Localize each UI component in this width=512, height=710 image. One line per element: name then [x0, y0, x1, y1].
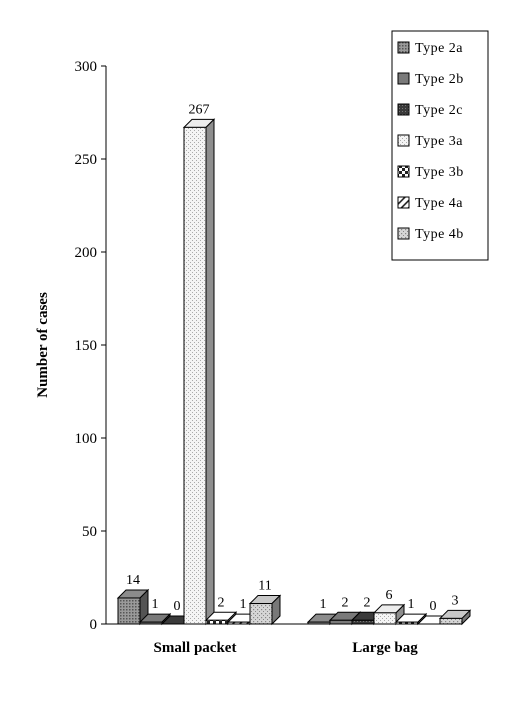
bar-front	[139, 621, 163, 625]
legend-label: Type 3a	[415, 134, 463, 149]
bar-front	[395, 621, 419, 625]
y-tick-label: 50	[82, 524, 97, 540]
y-tick-label: 300	[75, 59, 98, 75]
legend-label: Type 4b	[415, 227, 464, 242]
legend-label: Type 3b	[415, 165, 464, 180]
data-label: 1	[240, 597, 247, 612]
y-axis-label: Number of cases	[35, 292, 51, 398]
y-tick-label: 150	[75, 338, 98, 354]
x-category-label: Small packet	[154, 640, 237, 656]
y-tick-label: 250	[75, 152, 98, 168]
legend-swatch	[397, 196, 410, 209]
y-tick-label: 100	[75, 431, 98, 447]
bar-front	[227, 621, 251, 625]
data-label: 6	[386, 588, 393, 603]
legend-label: Type 2b	[415, 72, 464, 87]
data-label: 0	[174, 599, 181, 614]
data-label: 14	[126, 573, 140, 588]
bar-front	[117, 597, 141, 625]
x-axis-categories: Small packet Large bag	[154, 640, 419, 656]
bar-side	[205, 118, 215, 626]
bar-front	[329, 619, 353, 625]
legend-label: Type 4a	[415, 196, 463, 211]
data-label: 2	[218, 595, 225, 610]
bar-front	[373, 612, 397, 625]
y-tick-label: 0	[90, 617, 98, 633]
legend-label: Type 2a	[415, 41, 463, 56]
legend-swatch	[397, 227, 410, 240]
data-label: 267	[189, 102, 210, 117]
data-label: 3	[452, 593, 459, 608]
legend-swatch	[397, 165, 410, 178]
bar	[248, 594, 282, 626]
legend-swatch	[397, 72, 410, 85]
data-label: 1	[408, 597, 415, 612]
bars	[116, 118, 472, 626]
legend-swatch	[397, 103, 410, 116]
bar-front	[351, 619, 375, 625]
y-axis-ticks: 0 50 100 150 200 250 300	[75, 59, 106, 633]
bar-front	[439, 617, 463, 625]
y-tick-label: 200	[75, 245, 98, 261]
x-category-label: Large bag	[352, 640, 418, 656]
data-label: 2	[364, 595, 371, 610]
legend-swatch	[397, 134, 410, 147]
bar	[116, 588, 150, 626]
legend-label: Type 2c	[415, 103, 463, 118]
bar-front	[307, 621, 331, 625]
bar-front	[183, 126, 207, 625]
legend-swatch	[397, 41, 410, 54]
legend: Type 2a Type 2b Type 2c Type 3a Type 3b Type …	[391, 30, 489, 261]
bar-front	[249, 603, 273, 625]
bar	[438, 609, 472, 626]
data-label: 2	[342, 595, 349, 610]
data-label: 11	[258, 579, 271, 594]
data-label: 1	[152, 597, 159, 612]
bar-front	[205, 619, 229, 625]
data-label: 0	[430, 599, 437, 614]
data-label: 1	[320, 597, 327, 612]
bar	[182, 118, 216, 626]
